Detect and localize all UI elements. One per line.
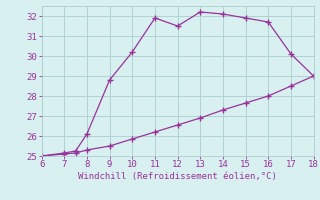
X-axis label: Windchill (Refroidissement éolien,°C): Windchill (Refroidissement éolien,°C) <box>78 172 277 181</box>
